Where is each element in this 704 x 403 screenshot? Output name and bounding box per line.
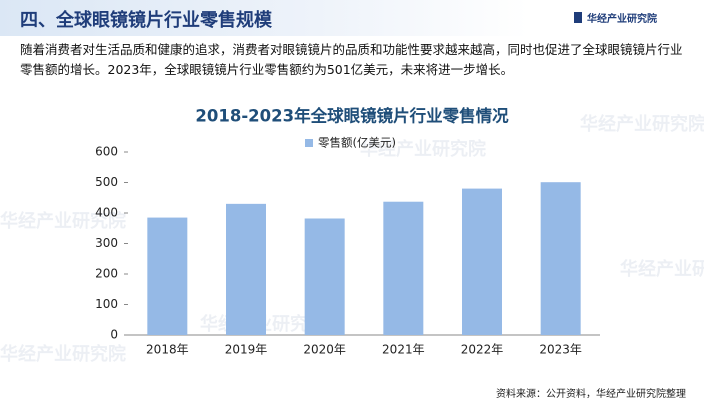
- intro-text: 随着消费者对生活品质和健康的追求，消费者对眼镜镜片的品质和功能性要求越来越高，同…: [20, 42, 683, 77]
- y-tick-label: 400: [95, 206, 118, 220]
- y-tick-label: 300: [95, 236, 118, 250]
- logo: 华经产业研究院: [574, 10, 657, 25]
- watermark: 华经产业研究院: [620, 258, 704, 280]
- bar: [540, 182, 581, 335]
- y-tick-label: 200: [95, 267, 118, 281]
- y-tick-label: 0: [110, 328, 118, 342]
- header-title: 四、全球眼镜镜片行业零售规模: [20, 10, 272, 31]
- y-tick-label: 500: [95, 175, 118, 189]
- watermark: 华经产业研究院: [0, 343, 126, 365]
- x-tick-label: 2023年: [539, 343, 582, 357]
- logo-icon: [574, 12, 582, 23]
- x-tick-label: 2019年: [225, 343, 268, 357]
- watermark: 华经产业研究院: [580, 113, 704, 135]
- watermark: 华经产业研究院: [360, 138, 486, 160]
- legend-label: 零售额(亿美元): [318, 136, 396, 150]
- x-tick-label: 2022年: [461, 343, 504, 357]
- source-note: 资料来源：公开资料，华经产业研究院整理: [496, 389, 686, 400]
- x-tick-label: 2021年: [382, 343, 425, 357]
- watermark: 华经产业研究院: [0, 210, 126, 232]
- bar: [383, 201, 424, 335]
- x-tick-label: 2020年: [303, 343, 346, 357]
- logo-text: 华经产业研究院: [587, 14, 657, 25]
- bar: [226, 203, 266, 335]
- bar: [147, 217, 188, 335]
- chart-title: 2018-2023年全球眼镜镜片行业零售情况: [195, 106, 509, 126]
- y-tick-label: 600: [95, 145, 118, 159]
- header-bar: [0, 0, 704, 36]
- legend-swatch: [305, 139, 313, 147]
- x-tick-label: 2018年: [146, 343, 189, 357]
- bar: [304, 218, 345, 335]
- bar: [462, 188, 502, 335]
- y-tick-label: 100: [95, 297, 118, 311]
